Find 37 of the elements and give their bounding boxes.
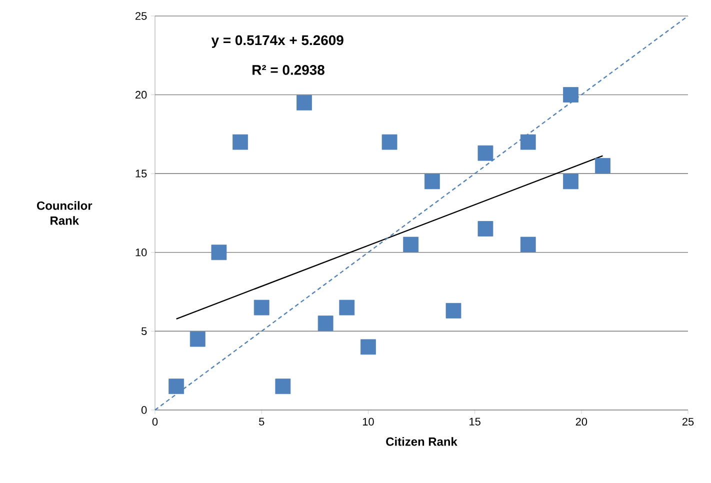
point — [360, 339, 376, 355]
annotation: R² = 0.2938 — [252, 65, 324, 75]
x-tick-label: 25 — [682, 418, 694, 426]
y-tick-label: 10 — [136, 248, 147, 256]
x-tick-label: 15 — [470, 418, 480, 426]
point — [478, 145, 494, 161]
point — [318, 316, 334, 332]
point — [424, 174, 440, 190]
point — [520, 134, 536, 150]
annotation: y = 0.5174x + 5.2609 — [211, 35, 344, 48]
point — [563, 174, 578, 190]
point — [339, 300, 355, 316]
point — [446, 302, 462, 318]
y-tick-label: 25 — [136, 12, 147, 20]
y-axis-title: Councilor Rank — [36, 201, 92, 225]
point — [478, 221, 494, 236]
point — [595, 158, 610, 174]
point — [403, 236, 419, 252]
point — [275, 378, 291, 394]
y-tick-label: 15 — [136, 170, 147, 178]
x-tick-label: 10 — [362, 418, 374, 426]
y-tick-label: 20 — [136, 90, 147, 99]
point — [232, 134, 248, 150]
point — [254, 300, 270, 316]
y-tick-label: 0 — [141, 406, 147, 414]
point — [382, 134, 398, 150]
point — [190, 331, 206, 347]
x-tick-label: 5 — [258, 418, 264, 426]
x-axis-title: Citizen Rank — [386, 437, 458, 446]
point — [563, 87, 578, 102]
y-tick-label: 5 — [142, 327, 147, 336]
point — [211, 244, 227, 260]
x-tick-label: 20 — [576, 418, 588, 426]
point — [520, 236, 536, 252]
x-tick-label: 0 — [152, 418, 158, 426]
point — [168, 378, 184, 394]
point — [296, 94, 312, 110]
